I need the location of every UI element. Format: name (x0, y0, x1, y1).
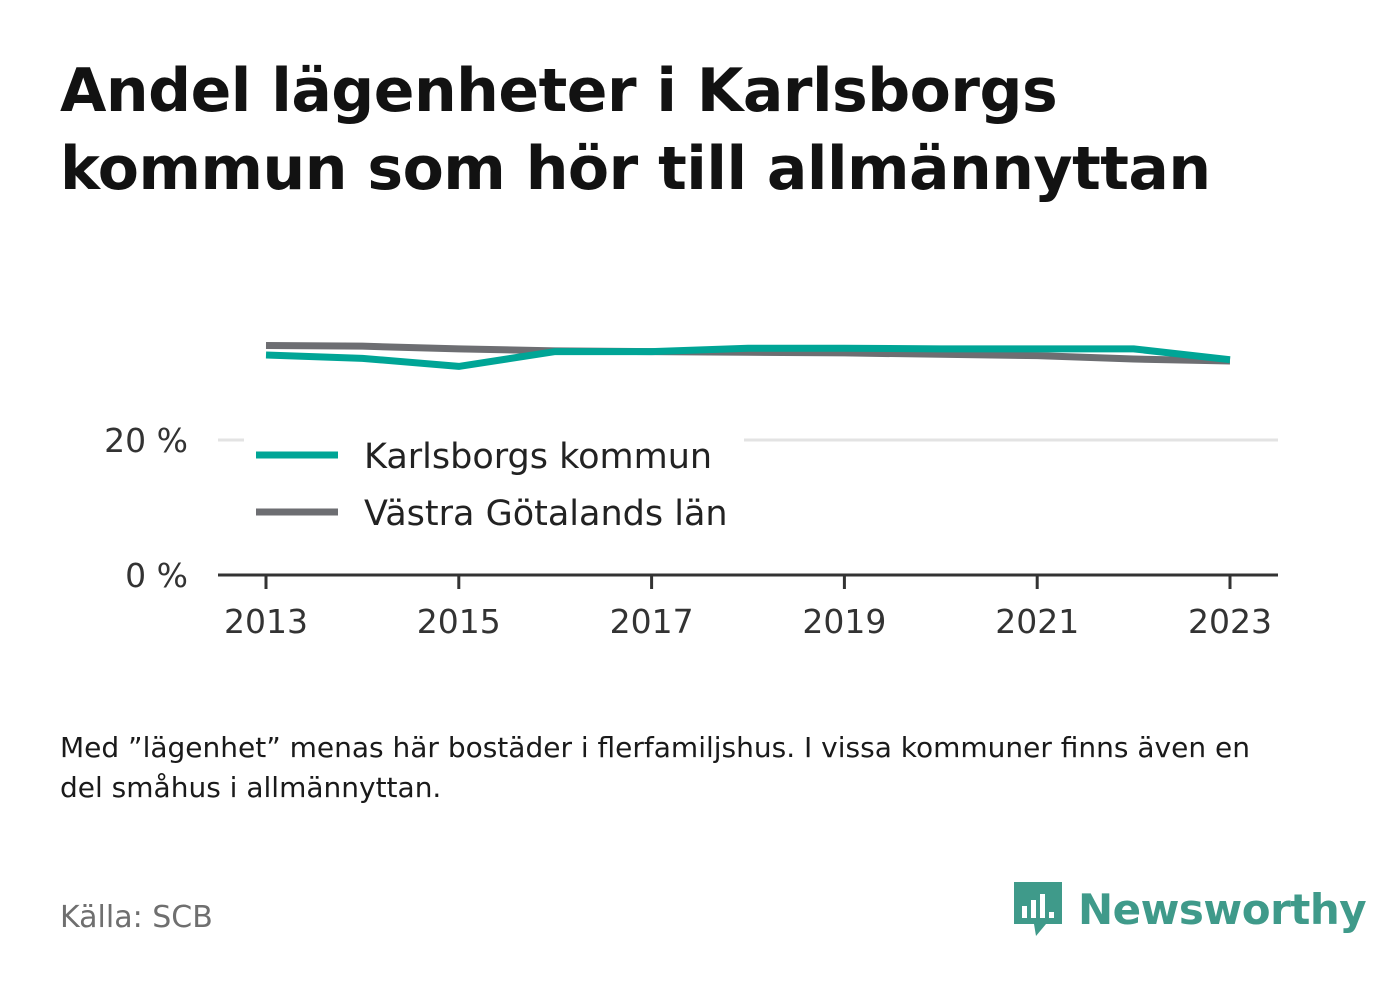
x-tick-label: 2021 (995, 602, 1079, 641)
x-tick-label: 2017 (610, 602, 694, 641)
y-tick-label: 20 % (104, 421, 188, 460)
series-line-karlsborgs-kommun (265, 344, 1231, 370)
source-label: Källa: SCB (60, 900, 213, 935)
series-line-vastra-gotalands-lan (265, 342, 1231, 365)
brand-name: Newsworthy (1078, 884, 1367, 934)
x-tick-label: 2019 (802, 602, 886, 641)
x-tick-label: 2023 (1188, 602, 1272, 641)
y-tick-label: 0 % (125, 556, 188, 595)
chart-note: Med ”lägenhet” menas här bostäder i fler… (60, 731, 1250, 804)
legend-label: Karlsborgs kommun (364, 437, 712, 477)
newsworthy-logo-icon (1014, 882, 1062, 936)
legend-label: Västra Götalands län (364, 494, 728, 534)
legend-background (244, 426, 744, 546)
chart-title: Andel lägenheter i Karlsborgs kommun som… (60, 56, 1211, 204)
series-lines (265, 342, 1231, 370)
x-axis: 2013 2015 2017 2019 2021 2023 (218, 573, 1278, 641)
x-tick-label: 2013 (224, 602, 308, 641)
brand-logo[interactable]: Newsworthy (1010, 878, 1367, 940)
legend: Karlsborgs kommun Västra Götalands län (244, 426, 744, 546)
x-tick-label: 2015 (417, 602, 501, 641)
